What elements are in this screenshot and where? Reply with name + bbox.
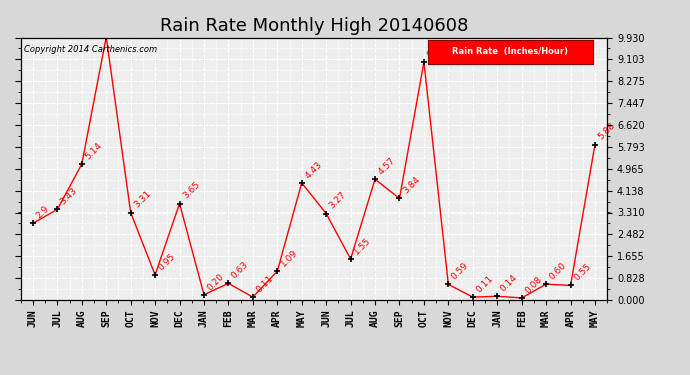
Text: 0.11: 0.11 (254, 274, 275, 294)
Text: 0.63: 0.63 (230, 260, 250, 280)
Text: 3.31: 3.31 (132, 189, 152, 210)
Text: 9.00: 9.00 (425, 39, 446, 59)
Text: 9.95: 9.95 (0, 374, 1, 375)
Text: Copyright 2014 Carthenics.com: Copyright 2014 Carthenics.com (23, 45, 157, 54)
Text: 3.27: 3.27 (328, 190, 348, 211)
Text: 1.09: 1.09 (279, 248, 299, 268)
Text: 3.84: 3.84 (401, 175, 422, 196)
Text: 0.20: 0.20 (206, 272, 226, 292)
Text: 4.57: 4.57 (377, 156, 397, 176)
Text: 0.14: 0.14 (499, 273, 519, 294)
Text: 2.9: 2.9 (34, 204, 51, 220)
Text: 0.60: 0.60 (547, 261, 568, 281)
Text: 1.55: 1.55 (352, 236, 373, 256)
Text: 5.88: 5.88 (596, 121, 617, 142)
Text: 3.65: 3.65 (181, 180, 201, 201)
Text: 5.14: 5.14 (83, 141, 104, 161)
Text: 0.08: 0.08 (523, 274, 544, 295)
Text: 0.11: 0.11 (474, 274, 495, 294)
Text: 0.59: 0.59 (450, 261, 471, 282)
Title: Rain Rate Monthly High 20140608: Rain Rate Monthly High 20140608 (160, 16, 468, 34)
Text: 4.43: 4.43 (303, 160, 324, 180)
Text: 0.55: 0.55 (572, 262, 593, 283)
Text: 3.43: 3.43 (59, 186, 79, 207)
Text: 0.95: 0.95 (157, 252, 177, 272)
